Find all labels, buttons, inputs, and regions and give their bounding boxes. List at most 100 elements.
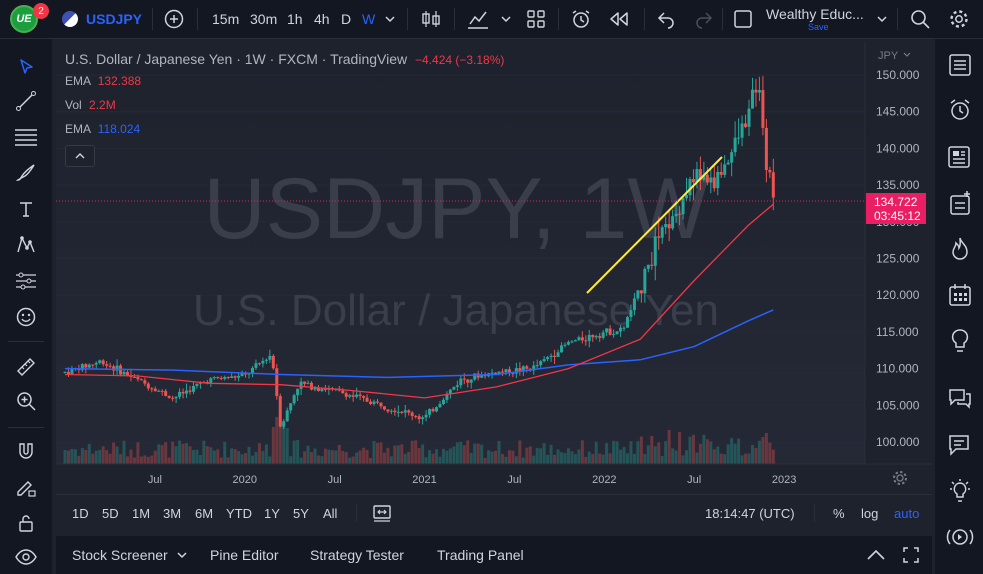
- undo-button[interactable]: [656, 0, 676, 38]
- interval-15m[interactable]: 15m: [212, 11, 240, 27]
- candle-body: [167, 395, 171, 398]
- help-center-button[interactable]: [943, 474, 977, 508]
- ruler-icon: [17, 358, 35, 376]
- indicators-button[interactable]: [466, 0, 490, 38]
- volume-bar: [681, 455, 685, 464]
- volume-bar: [761, 437, 765, 464]
- lock-drawings-tool[interactable]: [10, 507, 42, 539]
- candle-body: [216, 377, 220, 379]
- layout-checkbox[interactable]: [733, 0, 753, 38]
- volume-bar: [396, 445, 400, 464]
- range-1m[interactable]: 1M: [132, 505, 151, 521]
- replay-button[interactable]: [608, 0, 630, 38]
- cursor-tool[interactable]: [10, 51, 42, 83]
- interval-w[interactable]: W: [362, 11, 376, 27]
- plot-background: [56, 43, 865, 464]
- alert-button[interactable]: [570, 0, 592, 38]
- alerts-button[interactable]: [943, 93, 977, 127]
- watchlist-button[interactable]: [943, 48, 977, 82]
- hotlists-button[interactable]: [943, 232, 977, 266]
- ideas-button[interactable]: [943, 324, 977, 358]
- ema-long-line: [64, 309, 774, 379]
- range-3m[interactable]: 3M: [163, 505, 182, 521]
- trendline-drawing[interactable]: [586, 156, 723, 294]
- pattern-tool[interactable]: [10, 229, 42, 261]
- indicator-volume[interactable]: Vol 2.2M: [65, 98, 116, 112]
- interval-dropdown[interactable]: [384, 0, 396, 38]
- percent-toggle[interactable]: %: [833, 505, 845, 521]
- chart-pane[interactable]: USDJPY, 1W U.S. Dollar / Japanese Yen 15…: [56, 43, 932, 492]
- candle-body: [695, 169, 699, 183]
- range-6m[interactable]: 6M: [195, 505, 214, 521]
- candle-body: [250, 367, 254, 374]
- prediction-tool[interactable]: [10, 265, 42, 297]
- range-ytd[interactable]: YTD: [226, 505, 252, 521]
- search-button[interactable]: [910, 0, 930, 38]
- range-5y[interactable]: 5Y: [293, 505, 309, 521]
- go-to-date-button[interactable]: [372, 495, 392, 531]
- indicator-ema-long[interactable]: EMA 118.024: [65, 122, 141, 136]
- settings-button[interactable]: [948, 0, 970, 38]
- candle-body: [573, 340, 577, 342]
- range-1d[interactable]: 1D: [72, 505, 89, 521]
- tab-stock-screener[interactable]: Stock Screener: [72, 536, 188, 574]
- interval-1h[interactable]: 1h: [287, 11, 303, 27]
- time-axis[interactable]: Jul 2020 Jul 2021 Jul 2022 Jul 2023: [148, 474, 796, 486]
- layout-dropdown[interactable]: [876, 0, 888, 38]
- volume-bar: [768, 442, 772, 464]
- fib-tool[interactable]: [10, 121, 42, 153]
- expand-panel-button[interactable]: [866, 536, 886, 574]
- volume-bar: [546, 454, 550, 464]
- stay-in-drawing-tool[interactable]: [10, 471, 42, 503]
- interval-d[interactable]: D: [341, 11, 352, 27]
- volume-bar: [650, 435, 654, 464]
- range-all[interactable]: All: [323, 505, 338, 521]
- range-1y[interactable]: 1Y: [264, 505, 280, 521]
- price-axis[interactable]: 150.000145.000140.000135.000130.000125.0…: [876, 68, 920, 449]
- bar-countdown: 03:45:12: [874, 209, 921, 223]
- tab-trading-panel[interactable]: Trading Panel: [437, 547, 524, 563]
- indicator-ema-short[interactable]: EMA 132.388: [65, 74, 142, 88]
- layout-name-button[interactable]: Wealthy Educ... Save: [766, 0, 864, 38]
- gear-icon[interactable]: [893, 471, 907, 485]
- measure-tool[interactable]: [10, 351, 42, 383]
- candle-body: [591, 334, 595, 338]
- utc-clock[interactable]: 18:14:47 (UTC): [705, 505, 795, 521]
- trendline-tool[interactable]: [10, 85, 42, 117]
- templates-button[interactable]: [526, 0, 546, 38]
- text-tool[interactable]: [10, 193, 42, 225]
- chart-type-button[interactable]: [420, 0, 442, 38]
- price-chart[interactable]: USDJPY, 1W U.S. Dollar / Japanese Yen 15…: [56, 43, 932, 492]
- volume-bar: [619, 449, 623, 464]
- compare-button[interactable]: [164, 0, 184, 38]
- interval-30m[interactable]: 30m: [250, 11, 278, 27]
- magnet-tool[interactable]: [10, 435, 42, 467]
- tab-strategy-tester[interactable]: Strategy Tester: [310, 547, 404, 563]
- data-window-button[interactable]: [943, 140, 977, 174]
- volume-bar: [612, 440, 616, 464]
- icons-tool[interactable]: [10, 301, 42, 333]
- log-toggle[interactable]: log: [861, 505, 879, 521]
- gear-icon: [950, 10, 968, 28]
- symbol-search-button[interactable]: USDJPY: [62, 0, 142, 38]
- streams-button[interactable]: [943, 520, 977, 554]
- object-tree-button[interactable]: [943, 186, 977, 220]
- zoom-tool[interactable]: [10, 385, 42, 417]
- brush-tool[interactable]: [10, 157, 42, 189]
- volume-bar: [730, 438, 734, 464]
- interval-4h[interactable]: 4h: [314, 11, 330, 27]
- candle-body: [719, 171, 723, 175]
- hide-drawings-tool[interactable]: [10, 541, 42, 573]
- chats-button[interactable]: [943, 382, 977, 416]
- maximize-panel-button[interactable]: [902, 536, 920, 574]
- collapse-legend-button[interactable]: [65, 145, 95, 167]
- tab-pine-editor[interactable]: Pine Editor: [210, 547, 279, 563]
- range-5d[interactable]: 5D: [102, 505, 119, 521]
- auto-toggle[interactable]: auto: [894, 505, 920, 521]
- candle-body: [698, 169, 702, 180]
- redo-button[interactable]: [694, 0, 714, 38]
- indicators-dropdown[interactable]: [500, 0, 512, 38]
- calendar-button[interactable]: [943, 278, 977, 312]
- search-icon: [911, 10, 930, 29]
- minds-button[interactable]: [943, 428, 977, 462]
